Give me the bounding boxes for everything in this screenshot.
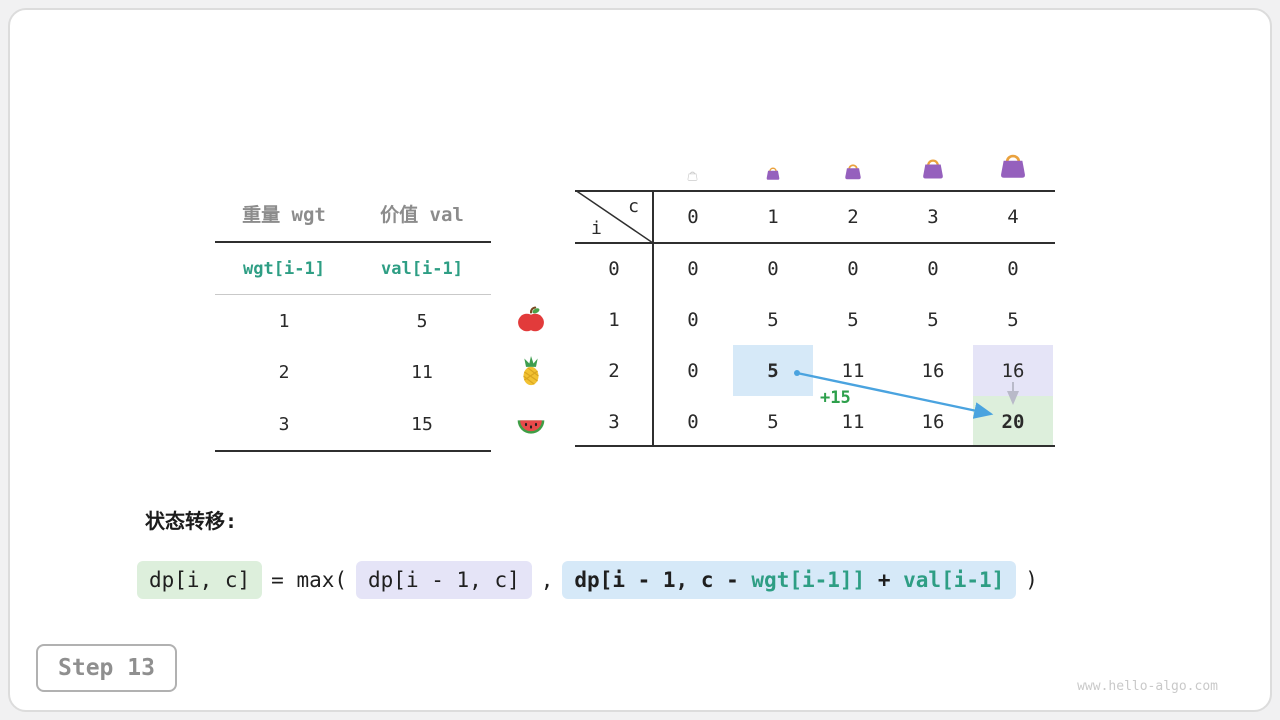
divider [652, 190, 654, 447]
item-val: 15 [411, 413, 433, 435]
item-wgt: 1 [278, 310, 290, 332]
formula-option2-prefix: dp[i - 1, c - [574, 568, 752, 592]
dp-cell: 0 [1007, 257, 1019, 280]
dp-row-header: 3 [608, 410, 620, 433]
bag-icon-3 [923, 159, 943, 179]
dp-col-header: 2 [847, 205, 859, 228]
corner-col-var: c [628, 196, 639, 217]
dp-cell-result-green: 20 [973, 396, 1053, 447]
item-row: 1 5 [215, 295, 491, 347]
dp-col-header: 3 [927, 205, 939, 228]
formula-option2-wgt: wgt[i-1]] [751, 568, 866, 592]
dp-cell: 0 [767, 257, 779, 280]
item-table-header-row: 重量 wgt 价值 val [215, 186, 491, 243]
dp-col-header: 4 [1007, 205, 1019, 228]
bag-icon-4 [1001, 154, 1025, 178]
bag-icon-0 [687, 171, 698, 181]
formula-option2: dp[i - 1, c - wgt[i-1]] + val[i-1] [562, 561, 1017, 599]
dp-cell: 0 [847, 257, 859, 280]
formula-eq: = max( [271, 568, 348, 592]
bag-icon-1 [766, 167, 780, 180]
item-table-formula-row: wgt[i-1] val[i-1] [215, 243, 491, 295]
dp-cell: 11 [841, 410, 865, 433]
item-val: 11 [411, 362, 433, 383]
formula-option1: dp[i - 1, c] [356, 561, 532, 599]
transition-title: 状态转移: [145, 509, 238, 533]
formula-comma: , [540, 568, 554, 592]
dp-table: c i 0 1 2 3 4 0 0 0 0 0 0 1 0 5 5 5 5 2 … [575, 190, 1055, 447]
arrow-value-label: +15 [820, 388, 851, 408]
diagonal-divider [575, 190, 653, 243]
dp-cell: 5 [847, 308, 859, 331]
dp-cell: 16 [921, 410, 945, 433]
item-row: 3 15 [215, 398, 491, 450]
dp-cell: 0 [927, 257, 939, 280]
dp-cell: 5 [927, 308, 939, 331]
watermelon-icon [517, 420, 545, 434]
item-row: 2 11 [215, 347, 491, 398]
item-wgt: 2 [278, 362, 290, 383]
transition-formula: dp[i, c] = max( dp[i - 1, c] , dp[i - 1,… [137, 561, 1038, 599]
item-val: 5 [416, 310, 428, 332]
corner-row-var: i [591, 218, 602, 239]
dp-row-header: 2 [608, 359, 620, 382]
divider [575, 242, 1055, 244]
item-wgt: 3 [278, 413, 290, 435]
watermark: www.hello-algo.com [1077, 679, 1218, 694]
dp-cell: 5 [767, 308, 779, 331]
dp-cell-source-blue: 5 [733, 345, 813, 396]
dp-cell: 0 [687, 257, 699, 280]
item-table-header-wgt: 重量 wgt [242, 204, 326, 226]
dp-row-header: 0 [608, 257, 620, 280]
capacity-bags [575, 138, 1055, 188]
dp-cell: 0 [687, 308, 699, 331]
divider [575, 445, 1055, 447]
bag-icon-2 [845, 164, 861, 180]
dp-corner-cell: c i [575, 190, 653, 243]
dp-row-header: 1 [608, 308, 620, 331]
step-badge: Step 13 [36, 644, 177, 692]
dp-col-header: 1 [767, 205, 779, 228]
dp-cell: 5 [1007, 308, 1019, 331]
dp-cell: 5 [767, 410, 779, 433]
item-table-body: 1 5 2 11 3 15 [215, 295, 491, 452]
item-table-header-val: 价值 val [380, 204, 464, 226]
dp-cell: 0 [687, 359, 699, 382]
item-table-formula-wgt: wgt[i-1] [243, 258, 325, 279]
formula-option2-val: val[i-1] [903, 568, 1005, 592]
pineapple-icon [523, 356, 539, 386]
dp-cell: 16 [921, 359, 945, 382]
apple-icon [518, 306, 544, 332]
divider [575, 190, 1055, 192]
formula-lhs: dp[i, c] [137, 561, 263, 599]
item-table-formula-val: val[i-1] [381, 258, 463, 279]
dp-cell-prev-purple: 16 [973, 345, 1053, 396]
formula-close: ) [1025, 568, 1038, 592]
item-table: 重量 wgt 价值 val wgt[i-1] val[i-1] 1 5 2 11… [215, 186, 491, 452]
formula-option2-plus: + [865, 568, 904, 592]
dp-cell: 0 [687, 410, 699, 433]
dp-col-header: 0 [687, 205, 699, 228]
